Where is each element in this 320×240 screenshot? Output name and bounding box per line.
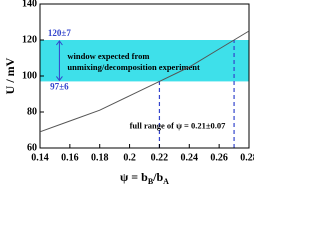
y-tick-label: 120	[22, 34, 37, 45]
x-tick-label: 0.2	[123, 152, 136, 163]
y-tick-label: 140	[22, 0, 37, 9]
band-text: unmixing/decomposition experiment	[67, 62, 200, 72]
x-axis-label: ψ = bB/bA	[120, 170, 169, 187]
band-label: 120±7	[48, 28, 71, 38]
x-axis-label-part: A	[163, 177, 169, 186]
x-tick-label: 0.24	[181, 152, 199, 163]
x-axis-label-part: /b	[152, 170, 163, 184]
x-tick-label: 0.14	[31, 152, 49, 163]
band	[40, 40, 249, 82]
x-axis-label-part: B	[148, 177, 154, 186]
x-tick-label: 0.22	[151, 152, 169, 163]
chart: 60 80 100 120 140 0.14 0.16 0.18 0.2 0.22 0.24 0.26…	[3, 0, 254, 187]
arrow-head	[56, 40, 63, 46]
x-tick-label: 0.26	[210, 152, 228, 163]
y-axis-label: U / mV	[3, 57, 17, 94]
x-axis-label-part: ψ = b	[120, 170, 148, 184]
x-tick-label: 0.18	[91, 152, 109, 163]
y-tick-label: 100	[22, 70, 37, 81]
y-tick-label: 60	[27, 142, 37, 153]
line	[39, 30, 250, 133]
y-tick-label: 80	[27, 106, 37, 117]
arrow-head	[56, 76, 63, 82]
band-text: window expected from	[67, 51, 149, 61]
band-label: 97±6	[50, 81, 69, 91]
x-tick-label: 0.16	[61, 152, 79, 163]
range-text: full range of ψ = 0.21±0.07	[130, 120, 227, 130]
x-tick-label: 0.28	[240, 152, 254, 163]
